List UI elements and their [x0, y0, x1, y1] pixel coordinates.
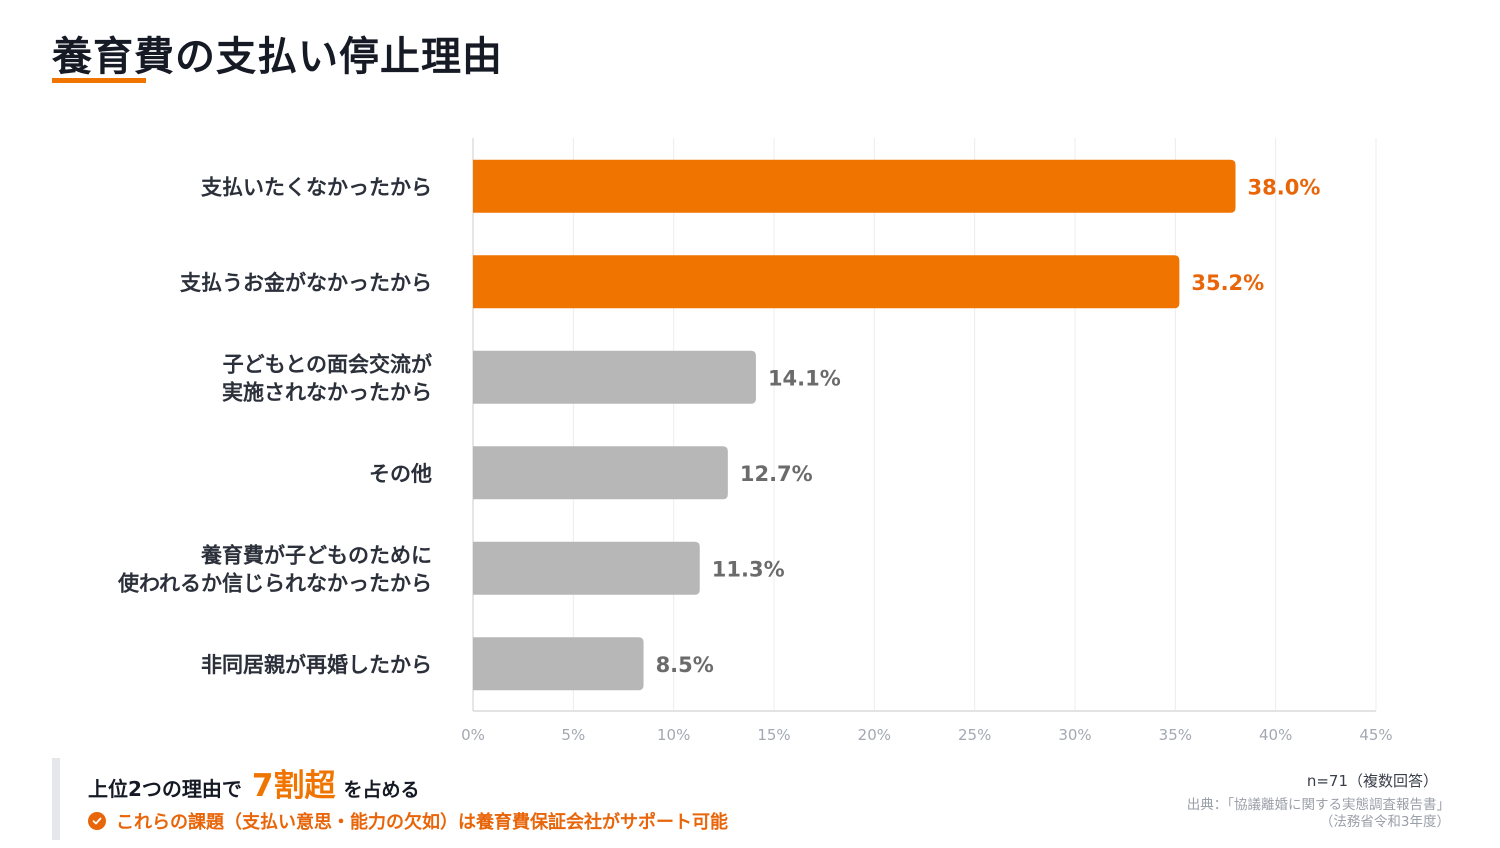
page-title: 養育費の支払い停止理由: [52, 34, 503, 80]
x-axis-ticks: 0% 5% 10% 15% 20% 25% 30% 35% 40% 45%: [461, 726, 1393, 744]
summary-headline: 上位2つの理由で 7割超 を占める: [88, 760, 420, 805]
x-tick-label: 45%: [1359, 726, 1392, 744]
source-note: 出典：「協議離婚に関する実態調査報告書」 （法務省令和3年度）: [1187, 797, 1450, 831]
value-label: 11.3%: [712, 557, 785, 581]
value-label: 12.7%: [740, 462, 813, 486]
bar: [473, 350, 756, 404]
x-tick-label: 5%: [561, 726, 585, 744]
source-line-2: （法務省令和3年度）: [1319, 814, 1450, 830]
category-label: その他: [369, 462, 432, 486]
summary-highlight: 7割超: [251, 768, 336, 804]
category-label: 支払うお金がなかったから: [180, 271, 432, 295]
value-label: 8.5%: [656, 653, 714, 677]
category-label: 支払いたくなかったから: [201, 175, 432, 199]
bar: [473, 159, 1236, 213]
category-label: 使われるか信じられなかったから: [117, 571, 432, 595]
bar: [473, 637, 644, 691]
x-tick-label: 30%: [1058, 726, 1091, 744]
sample-size-note: n=71（複数回答）: [1306, 772, 1438, 790]
value-labels: 38.0% 35.2% 14.1% 12.7% 11.3% 8.5%: [656, 175, 1321, 677]
grid-lines: [472, 138, 1377, 712]
value-label: 35.2%: [1191, 271, 1264, 295]
x-tick-label: 20%: [858, 726, 891, 744]
check-circle-icon: [88, 812, 106, 830]
category-label: 子どもとの面会交流が: [223, 352, 432, 376]
bar: [473, 541, 700, 595]
category-label: 養育費が子どものために: [200, 543, 432, 567]
x-tick-label: 25%: [958, 726, 991, 744]
title-underline: [52, 78, 146, 83]
category-label: 実施されなかったから: [222, 380, 432, 404]
summary-accent-bar: [52, 758, 60, 840]
x-tick-label: 10%: [657, 726, 690, 744]
category-label: 非同居親が再婚したから: [201, 653, 432, 677]
summary-prefix: 上位2つの理由で: [88, 777, 242, 801]
summary-note-text: これらの課題（支払い意思・能力の欠如）は養育費保証会社がサポート可能: [116, 812, 728, 833]
bars: [473, 159, 1236, 691]
bar: [473, 255, 1180, 309]
x-tick-label: 15%: [757, 726, 790, 744]
value-label: 38.0%: [1248, 175, 1321, 199]
x-tick-label: 35%: [1159, 726, 1192, 744]
summary-note: これらの課題（支払い意思・能力の欠如）は養育費保証会社がサポート可能: [88, 808, 728, 834]
value-label: 14.1%: [768, 366, 841, 390]
summary-suffix: を占める: [343, 779, 420, 801]
x-tick-label: 0%: [461, 726, 485, 744]
bar-chart: 支払いたくなかったから支払うお金がなかったから子どもとの面会交流が実施されなかっ…: [117, 138, 1393, 744]
category-labels: 支払いたくなかったから支払うお金がなかったから子どもとの面会交流が実施されなかっ…: [117, 175, 432, 677]
source-line-1: 出典：「協議離婚に関する実態調査報告書」: [1186, 797, 1450, 813]
x-tick-label: 40%: [1259, 726, 1292, 744]
bar: [473, 446, 728, 500]
